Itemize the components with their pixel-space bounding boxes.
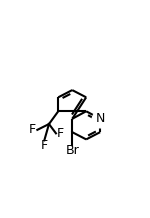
- Text: F: F: [29, 123, 36, 136]
- Text: N: N: [95, 112, 105, 125]
- Text: F: F: [41, 139, 48, 152]
- Text: Br: Br: [65, 144, 79, 157]
- Text: F: F: [57, 127, 64, 140]
